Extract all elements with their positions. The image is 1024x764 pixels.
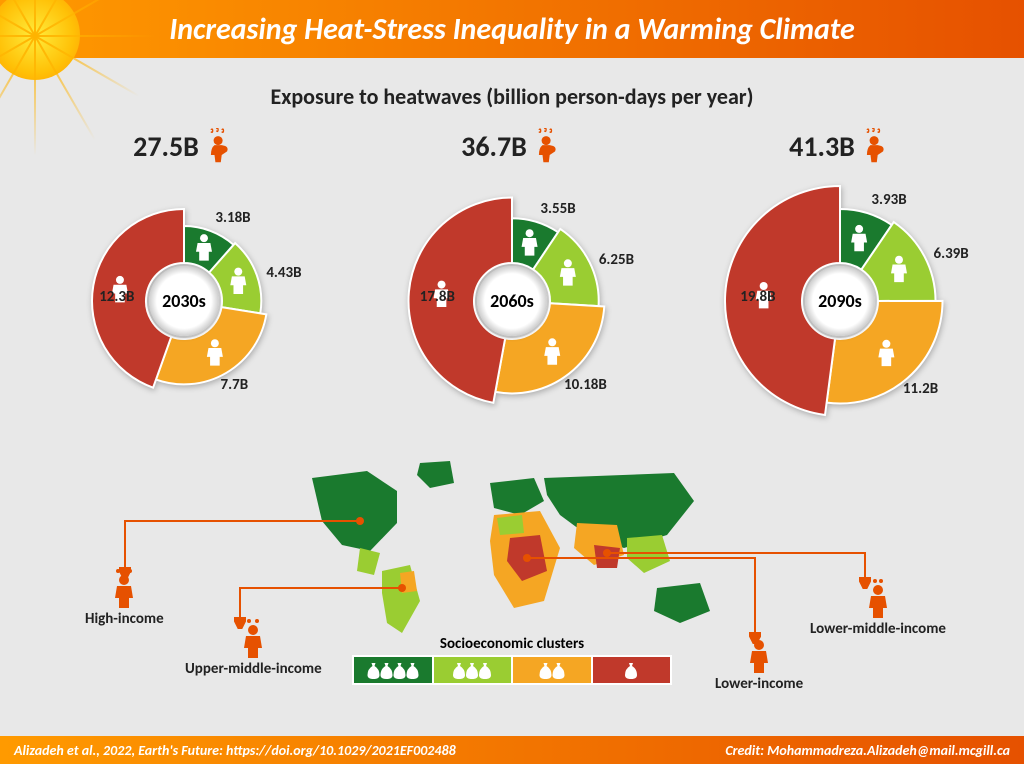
charts-row: 27.5B2030s3.18B4.43B7.7B12.3B36.7B2060s3…: [0, 128, 1024, 448]
svg-text:$: $: [630, 669, 633, 677]
heat-person-icon: [859, 128, 891, 164]
cluster-lower-income: Lower-income: [715, 633, 803, 693]
money-bags-icon: $: [601, 659, 661, 681]
person-icon: [109, 568, 139, 608]
person-icon: [238, 618, 268, 658]
chart-total-value: 41.3B: [789, 129, 855, 164]
person-icon: [863, 578, 893, 618]
svg-text:$: $: [385, 669, 388, 677]
donut-container: 2090s 3.93B 6.39B 11.2B 19.8B: [695, 166, 985, 436]
slice-label-lower: 12.3B: [99, 288, 134, 306]
sun-decoration: [0, 0, 110, 110]
chart-total: 36.7B: [461, 128, 563, 164]
page-title: Increasing Heat-Stress Inequality in a W…: [169, 11, 855, 48]
subtitle: Exposure to heatwaves (billion person-da…: [0, 83, 1024, 110]
slice-label-lower_mid: 7.7B: [220, 376, 248, 394]
svg-text:$: $: [411, 669, 414, 677]
donut-center: 2090s: [805, 266, 875, 336]
slice-label-upper_mid: 6.25B: [599, 251, 634, 269]
chart-total-value: 36.7B: [461, 129, 527, 164]
money-bags-icon: $ $ $ $: [363, 659, 423, 681]
slice-label-lower_mid: 10.18B: [564, 376, 607, 394]
chart-total: 41.3B: [789, 128, 891, 164]
svg-text:$: $: [471, 669, 474, 677]
person-icon: [744, 633, 774, 673]
footer-bar: Alizadeh et al., 2022, Earth's Future: h…: [0, 736, 1024, 764]
donut-container: 2030s 3.18B 4.43B 7.7B 12.3B: [39, 166, 329, 436]
svg-text:$: $: [458, 669, 461, 677]
money-bags-icon: $$: [522, 659, 582, 681]
svg-text:$: $: [557, 669, 560, 677]
donut-center: 2030s: [149, 266, 219, 336]
slice-label-high: 3.93B: [871, 191, 906, 209]
slice-label-high: 3.55B: [540, 200, 575, 218]
svg-text:$: $: [544, 669, 547, 677]
chart-total-value: 27.5B: [133, 129, 199, 164]
cluster-upper-middle: Upper-middle-income: [185, 618, 322, 678]
legend-upper_mid: $ $ $: [434, 657, 514, 683]
slice-label-lower: 19.8B: [740, 288, 775, 306]
map-section: High-income Upper-middle-income Lower-mi…: [0, 453, 1024, 703]
legend-lower_mid: $$: [513, 657, 593, 683]
cluster-high-income: High-income: [85, 568, 164, 628]
chart-2030s: 27.5B 2030s 3.18B 4.43B 7.7B 12.3B: [29, 128, 339, 448]
slice-label-upper_mid: 6.39B: [933, 245, 968, 263]
cluster-label-text: High-income: [85, 610, 164, 628]
chart-total: 27.5B: [133, 128, 235, 164]
slice-label-lower: 17.8B: [420, 288, 455, 306]
donut-center: 2060s: [477, 266, 547, 336]
heat-person-icon: [203, 128, 235, 164]
svg-text:$: $: [484, 669, 487, 677]
slice-label-lower_mid: 11.2B: [903, 380, 938, 398]
heat-person-icon: [531, 128, 563, 164]
svg-text:$: $: [372, 669, 375, 677]
svg-text:$: $: [398, 669, 401, 677]
cluster-label-text: Lower-middle-income: [810, 620, 946, 638]
clusters-title: Socioeconomic clusters: [440, 635, 584, 653]
money-bags-icon: $ $ $: [442, 659, 502, 681]
header-bar: Increasing Heat-Stress Inequality in a W…: [0, 0, 1024, 58]
chart-2060s: 36.7B 2060s 3.55B 6.25B 10.18B 17.8B: [357, 128, 667, 448]
chart-2090s: 41.3B 2090s 3.93B 6.39B 11.2B 19.8B: [685, 128, 995, 448]
legend-high: $ $ $ $: [354, 657, 434, 683]
footer-credit: Credit: Mohammadreza.Alizadeh@mail.mcgil…: [725, 742, 1010, 759]
legend-lower: $: [593, 657, 671, 683]
donut-container: 2060s 3.55B 6.25B 10.18B 17.8B: [367, 166, 657, 436]
slice-label-upper_mid: 4.43B: [266, 264, 301, 282]
cluster-label-text: Lower-income: [715, 675, 803, 693]
cluster-label-text: Upper-middle-income: [185, 660, 322, 678]
cluster-lower-middle: Lower-middle-income: [810, 578, 946, 638]
legend-bar: $$$$$$$$$$: [352, 655, 672, 685]
slice-label-high: 3.18B: [215, 209, 250, 227]
footer-citation: Alizadeh et al., 2022, Earth's Future: h…: [14, 742, 456, 759]
